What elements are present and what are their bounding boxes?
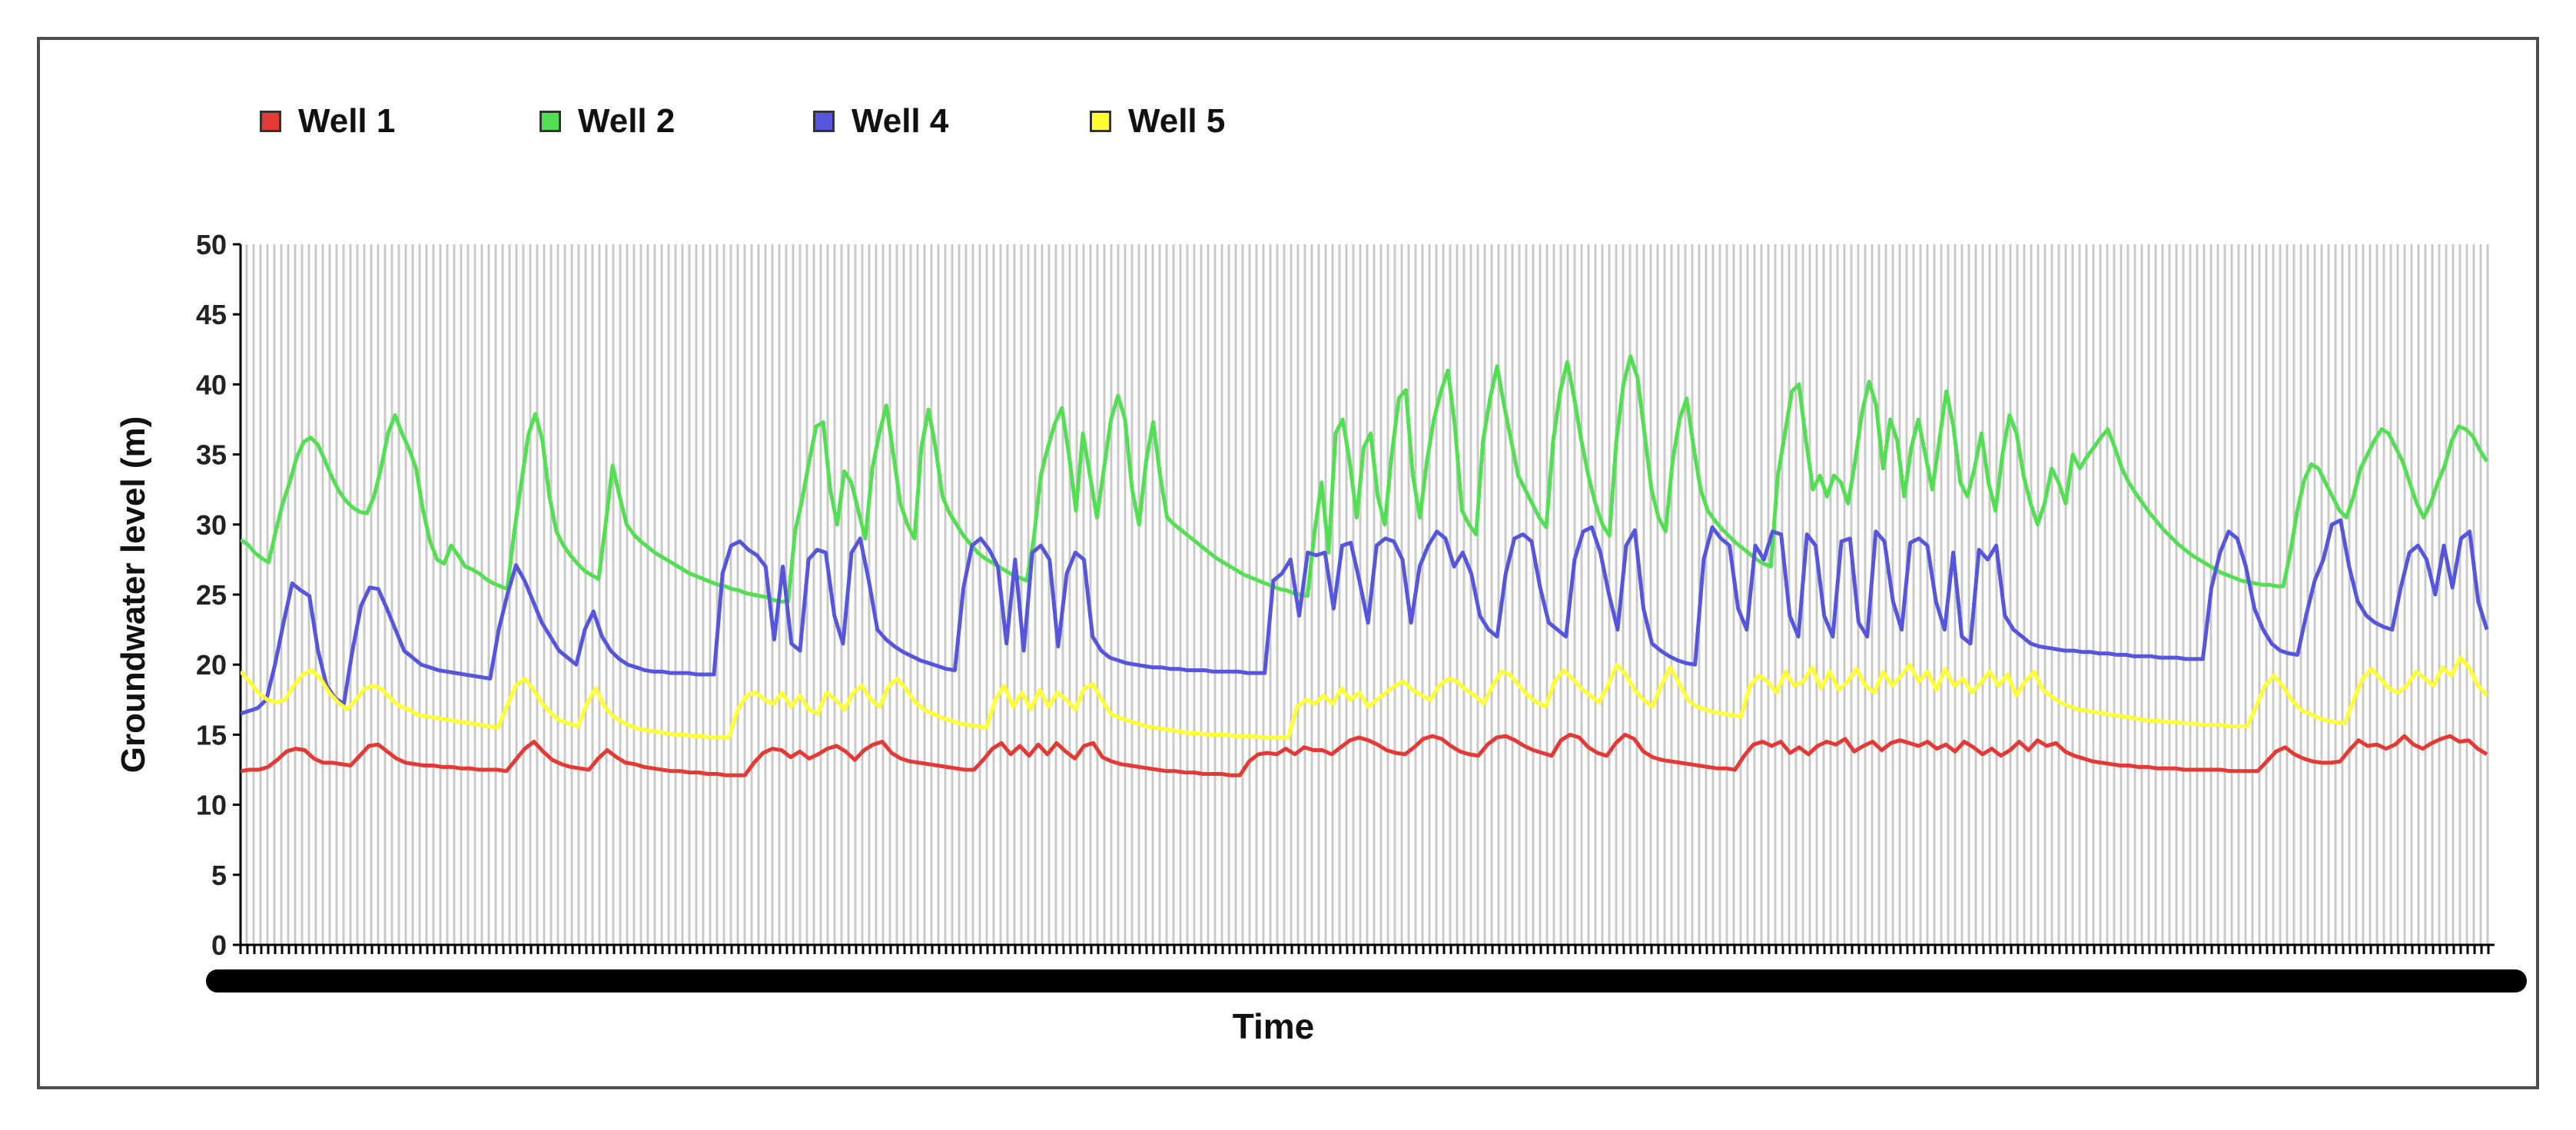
x-axis-ticks — [239, 945, 2490, 954]
legend-item-well-4: Well 4 — [813, 91, 948, 152]
legend-swatch-icon — [813, 111, 835, 132]
vertical-grid — [245, 244, 2489, 945]
y-tick-label: 35 — [196, 439, 227, 471]
y-tick-label: 50 — [196, 229, 227, 260]
legend-item-well-5: Well 5 — [1090, 91, 1225, 152]
y-axis-ticks: 0 5 10 15 20 25 30 35 40 45 50 — [196, 229, 241, 961]
legend-label: Well 2 — [578, 102, 676, 140]
series-line-well-2 — [241, 354, 2489, 604]
series-line-well-5 — [241, 655, 2488, 740]
y-tick-label: 30 — [196, 509, 227, 541]
series-lines — [241, 354, 2489, 777]
legend-swatch-icon — [260, 111, 281, 132]
y-tick-label: 5 — [211, 860, 227, 891]
y-tick-label: 15 — [196, 719, 227, 751]
series-line-well-1 — [241, 732, 2488, 777]
y-tick-label: 40 — [196, 369, 227, 400]
legend-swatch-icon — [539, 111, 561, 132]
x-axis-label: Time — [1233, 1006, 1315, 1046]
legend-label: Well 1 — [298, 102, 396, 140]
y-tick-label: 25 — [196, 579, 227, 611]
y-tick-label: 10 — [196, 790, 227, 821]
legend-label: Well 4 — [851, 102, 949, 140]
y-tick-label: 20 — [196, 649, 227, 681]
legend-item-well-1: Well 1 — [260, 91, 395, 152]
legend-item-well-2: Well 2 — [539, 91, 675, 152]
legend-label: Well 5 — [1128, 102, 1226, 140]
series-line-well-4 — [241, 518, 2489, 716]
y-tick-label: 45 — [196, 299, 227, 330]
legend-swatch-icon — [1090, 111, 1111, 132]
legend: Well 1 Well 2 Well 4 Well 5 — [0, 91, 2576, 152]
y-axis-label: Groundwater level (m) — [115, 416, 152, 774]
x-axis-tick-label-band — [206, 969, 2527, 992]
y-tick-label: 0 — [211, 930, 227, 961]
